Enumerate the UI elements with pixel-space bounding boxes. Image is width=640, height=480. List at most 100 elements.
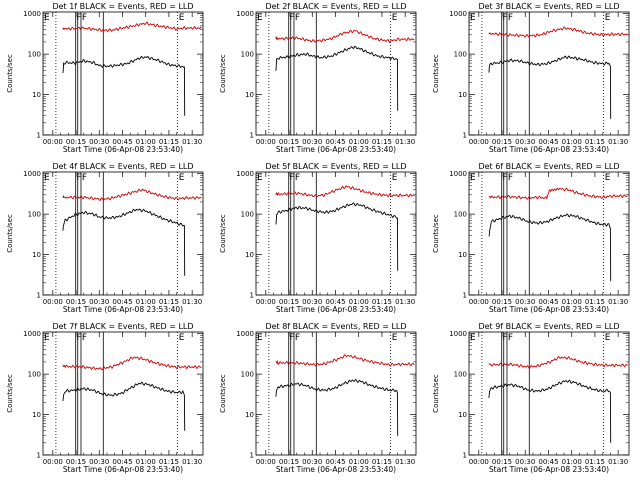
marker-label: F [295,333,300,343]
y-axis-label: Counts/sec [432,374,440,413]
y-axis-label: Counts/sec [219,374,227,413]
y-tick-label: 10 [458,411,467,419]
x-tick-label: 00:45 [538,138,558,146]
marker-label: E [179,333,185,343]
y-tick-label: 1000 [236,330,254,338]
x-tick-label: 00:15 [492,298,512,306]
events-series-line [275,378,399,436]
plot-frame [468,171,630,296]
marker-label: F [502,173,507,183]
x-tick-label: 00:00 [43,458,63,466]
x-tick-label: 01:00 [562,138,582,146]
y-tick-label: 1 [37,292,41,300]
x-tick-label: 01:00 [136,458,156,466]
events-series-line [275,202,399,271]
marker-label: F [76,173,81,183]
x-tick-label: 00:15 [492,458,512,466]
x-tick-label: 01:30 [182,138,202,146]
y-tick-label: 1 [37,132,41,140]
lld-series-line [488,187,628,200]
y-axis-label: Counts/sec [432,54,440,93]
marker-label: F [508,333,513,343]
marker-label: E [605,13,611,23]
x-tick-label: 01:30 [395,458,415,466]
y-tick-label: 1000 [236,170,254,178]
y-tick-label: 10 [458,251,467,259]
x-tick-label: 00:30 [515,298,535,306]
x-tick-label: 00:45 [325,298,345,306]
marker-label: E [257,13,263,23]
x-axis-label: Start Time (06-Apr-08 23:53:40) [276,465,396,474]
marker-label: F [295,13,300,23]
x-tick-label: 01:15 [159,138,179,146]
y-tick-label: 1000 [23,170,41,178]
marker-label: E [605,333,611,343]
x-tick-label: 01:30 [608,138,628,146]
chart-title: Det 4f BLACK = Events, RED = LLD [52,162,193,171]
x-tick-label: 01:00 [562,298,582,306]
x-tick-label: 01:30 [608,458,628,466]
x-tick-label: 01:00 [136,138,156,146]
marker-label: E [257,333,263,343]
y-tick-label: 100 [28,371,41,379]
marker-label: F [289,333,294,343]
x-tick-label: 00:00 [256,298,276,306]
x-tick-label: 00:30 [302,458,322,466]
x-tick-label: 00:30 [89,458,109,466]
y-tick-label: 100 [454,51,467,59]
marker-label: E [392,333,398,343]
y-tick-label: 1000 [23,330,41,338]
y-tick-label: 10 [245,411,254,419]
marker-label: E [44,173,50,183]
x-tick-label: 00:30 [302,298,322,306]
x-tick-label: 00:00 [469,138,489,146]
x-tick-label: 01:30 [182,298,202,306]
x-tick-label: 01:30 [395,298,415,306]
marker-label: F [289,13,294,23]
x-tick-label: 01:30 [182,458,202,466]
y-axis-label: Counts/sec [6,54,14,93]
marker-label: F [295,173,300,183]
x-tick-label: 00:00 [256,458,276,466]
lld-series-line [62,188,202,201]
marker-label: E [605,173,611,183]
x-tick-label: 00:30 [302,138,322,146]
x-tick-label: 01:15 [372,138,392,146]
y-tick-label: 1 [250,292,254,300]
marker-label: E [392,13,398,23]
x-tick-label: 00:30 [89,138,109,146]
plot-frame [42,11,204,136]
x-tick-label: 01:00 [562,458,582,466]
x-axis-label: Start Time (06-Apr-08 23:53:40) [63,465,183,474]
x-tick-label: 01:15 [585,298,605,306]
y-tick-label: 100 [454,371,467,379]
events-series-line [488,55,612,119]
x-axis-label: Start Time (06-Apr-08 23:53:40) [276,305,396,314]
y-tick-label: 10 [32,251,41,259]
chart-title: Det 5f BLACK = Events, RED = LLD [265,162,406,171]
events-series-line [488,213,612,282]
y-tick-label: 1000 [449,10,467,18]
y-axis-label: Counts/sec [219,54,227,93]
x-tick-label: 00:15 [279,138,299,146]
chart-panel-5: Det 5f BLACK = Events, RED = LLD 00:00 00:… [219,162,417,314]
x-tick-label: 01:00 [349,298,369,306]
marker-label: F [508,13,513,23]
marker-label: F [502,13,507,23]
x-tick-label: 00:15 [66,298,86,306]
lld-series-line [275,29,415,44]
chart-title: Det 8f BLACK = Events, RED = LLD [265,322,406,331]
chart-title: Det 2f BLACK = Events, RED = LLD [265,2,406,11]
x-tick-label: 00:30 [515,138,535,146]
y-axis-label: Counts/sec [6,214,14,253]
x-tick-label: 00:15 [279,458,299,466]
y-tick-label: 100 [241,371,254,379]
chart-title: Det 6f BLACK = Events, RED = LLD [478,162,619,171]
marker-label: E [44,13,50,23]
y-tick-label: 1000 [236,10,254,18]
lld-series-line [275,185,415,198]
